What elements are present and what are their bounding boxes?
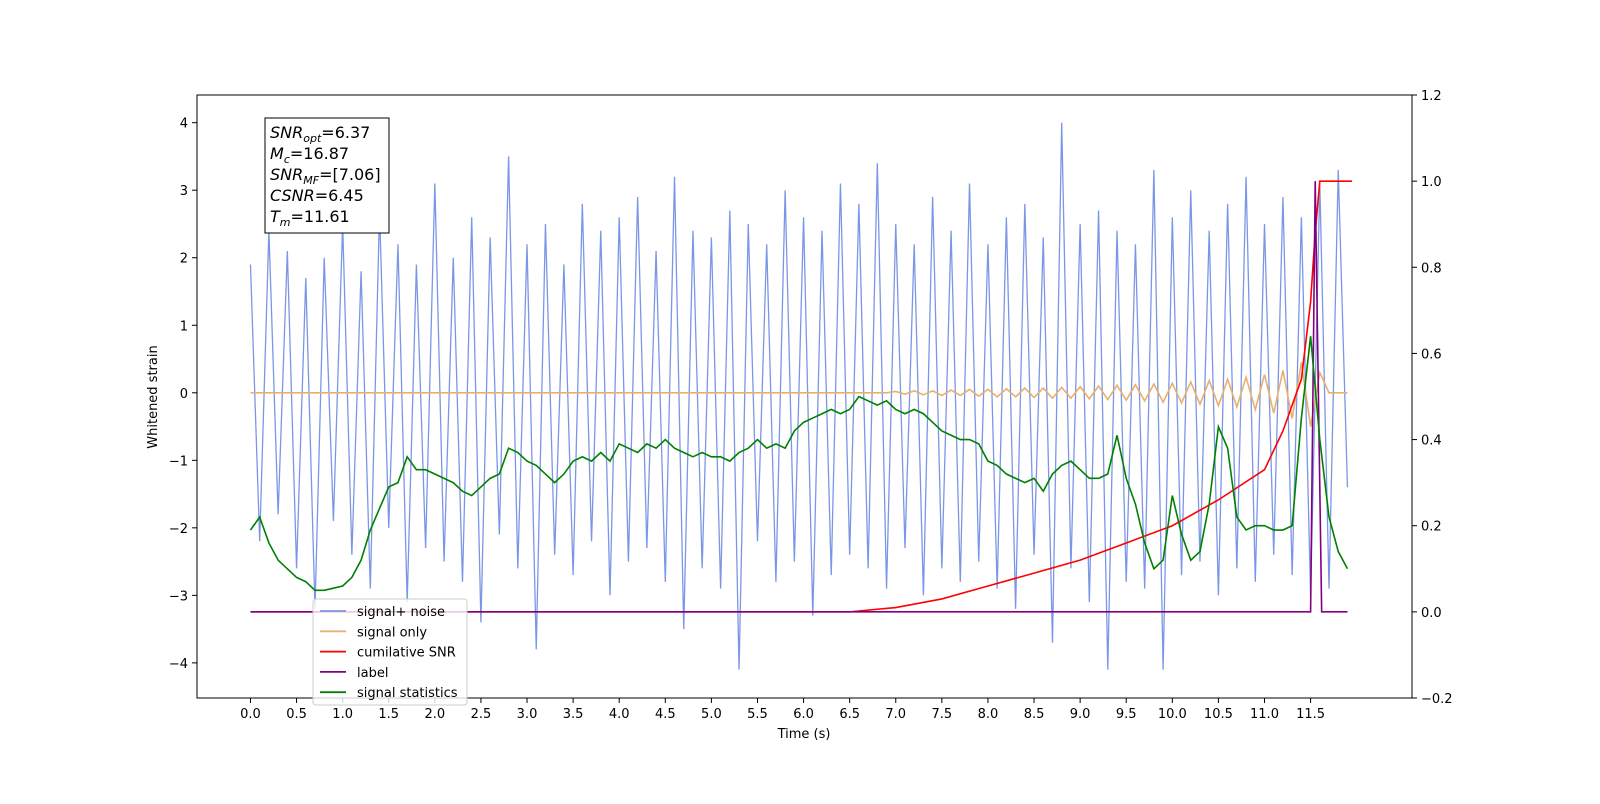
annotation-symbol: T [270,207,281,226]
annotation-text: Mc=16.87 [270,144,349,166]
x-tick-label: 3.0 [517,707,538,722]
y2-tick-label: 1.2 [1421,89,1442,104]
x-tick-label: 1.5 [378,707,399,722]
y-tick-label: −4 [169,657,188,672]
legend-label: label [357,666,388,681]
x-tick-label: 11.0 [1250,707,1279,722]
series-line [250,180,1353,613]
x-tick-label: 2.0 [424,707,445,722]
series-line [250,181,1348,613]
annotation-symbol: SNR [270,165,303,184]
annotation-subscript: c [284,153,290,166]
series-line [249,336,1349,592]
series-line [250,362,1348,427]
y-tick-label: −2 [169,522,188,537]
x-tick-label: 3.5 [563,707,584,722]
x-tick-label: 9.5 [1116,707,1137,722]
annotation-subscript: opt [303,132,322,145]
annotation-text: SNRMF=[7.06] [270,165,381,187]
y-tick-label: 4 [180,117,188,132]
annotation-value: =[7.06] [319,165,381,184]
legend: signal+ noise signal only cumilative SNR la… [312,598,468,706]
annotation-value: =16.87 [290,144,349,163]
x-tick-label: 5.5 [747,707,768,722]
y2-tick-label: −0.2 [1421,692,1453,707]
legend-label: signal statistics [357,686,458,701]
x-tick-label: 10.5 [1204,707,1233,722]
x-tick-label: 8.0 [978,707,999,722]
x-tick-label: 6.5 [839,707,860,722]
annotation-text: SNRopt=6.37 [270,123,370,145]
y2-tick-label: 0.6 [1421,347,1442,362]
legend-label: signal only [357,625,427,640]
x-tick-label: 0.0 [240,707,261,722]
y-tick-label: 2 [180,252,188,267]
y2-tick-label: 0.2 [1421,520,1442,535]
x-tick-label: 1.0 [332,707,353,722]
annotation-symbol: M [270,144,284,163]
y2-tick-label: 0.0 [1421,606,1442,621]
plot-area [249,122,1353,670]
y2-tick-label: 0.4 [1421,434,1442,449]
x-tick-label: 11.5 [1296,707,1325,722]
y-tick-label: −3 [169,589,188,604]
y-axis-label: Whitened strain [146,345,161,448]
x-tick-label: 7.0 [885,707,906,722]
annotation-value: =6.37 [321,123,370,142]
x-tick-label: 7.5 [932,707,953,722]
x-tick-label: 2.5 [471,707,492,722]
legend-frame [312,598,468,706]
y-tick-label: 3 [180,184,188,199]
x-tick-label: 8.5 [1024,707,1045,722]
annotation-symbol: CSNR [270,186,315,205]
x-axis-label: Time (s) [777,727,831,742]
axes-frame [196,94,1413,699]
x-tick-label: 6.0 [793,707,814,722]
x-tick-label: 9.0 [1070,707,1091,722]
annotation-text: CSNR=6.45 [270,186,364,205]
annotation-subscript: MF [303,174,319,187]
annotation-value: =11.61 [291,207,350,226]
legend-label: cumilative SNR [357,646,456,661]
x-tick-label: 4.5 [655,707,676,722]
annotation-frame [264,117,390,234]
series-line [249,122,1349,670]
annotation-text: Tm=11.61 [270,207,350,229]
x-tick-label: 5.0 [701,707,722,722]
annotation-symbol: SNR [270,123,303,142]
x-tick-label: 0.5 [286,707,307,722]
annotation-subscript: m [280,216,291,229]
annotation-box: SNRopt=6.37Mc=16.87SNRMF=[7.06]CSNR=6.45… [264,117,390,234]
y2-tick-label: 1.0 [1421,175,1442,190]
x-tick-label: 4.0 [609,707,630,722]
legend-label: signal+ noise [357,605,445,620]
x-tick-label: 10.0 [1158,707,1187,722]
annotation-value: =6.45 [315,186,364,205]
y-tick-label: 0 [180,387,188,402]
y-tick-label: −1 [169,454,188,469]
y2-tick-label: 0.8 [1421,261,1442,276]
y-tick-label: 1 [180,319,188,334]
